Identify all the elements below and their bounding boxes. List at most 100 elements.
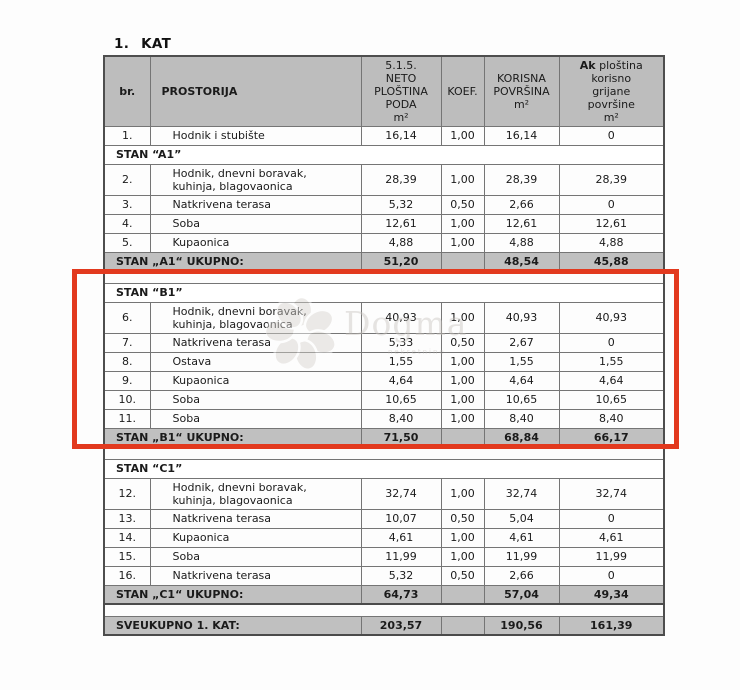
cell-prostorija: Ostava [149,351,362,372]
cell-neto: 10,07 [360,508,442,529]
cell-prostorija: Kupaonica [149,370,362,391]
cell-ak-total: 49,34 [558,584,665,605]
header-line: grijane [592,84,631,98]
header-line: POVRŠINA [493,84,550,98]
cell-neto: 4,64 [360,370,442,391]
cell-korisna-total: 57,04 [483,584,560,605]
cell-korisna: 16,14 [483,125,560,146]
cell-ak: 12,61 [558,213,665,234]
cell-koef: 1,00 [440,301,485,334]
cell-koef: 1,00 [440,546,485,567]
cell-prostorija: Natkrivena terasa [149,565,362,586]
room-name: Hodnik, dnevni boravak, kuhinja, blagova… [172,480,307,507]
room-name: Kupaonica [172,374,230,387]
cell-koef-empty [440,251,485,272]
cell-prostorija: Soba [149,213,362,234]
cell-br: 4. [103,213,151,234]
cell-koef-empty [440,584,485,605]
header-ak-plostina: Ak ploština korisno grijane površine m² [558,55,665,127]
spacer-cell [103,271,665,283]
table-row: 12. Hodnik, dnevni boravak, kuhinja, bla… [103,477,665,510]
cell-koef: 1,00 [440,527,485,548]
cell-br: 11. [103,408,151,429]
header-prostorija: PROSTORIJA [149,55,362,127]
cell-ak: 4,61 [558,527,665,548]
cell-koef: 1,00 [440,389,485,410]
room-name: Kupaonica [172,531,230,544]
cell-koef-empty [440,615,485,636]
table-row: 6. Hodnik, dnevni boravak, kuhinja, blag… [103,301,665,334]
cell-korisna: 12,61 [483,213,560,234]
cell-neto: 5,32 [360,565,442,586]
room-name: Soba [172,217,200,230]
cell-korisna: 1,55 [483,351,560,372]
cell-neto: 40,93 [360,301,442,334]
header-line: ploština [599,58,643,72]
header-line: 5.1.5. [385,58,417,72]
cell-br: 6. [103,301,151,334]
header-br: br. [103,55,151,127]
cell-korisna: 5,04 [483,508,560,529]
cell-prostorija: Soba [149,546,362,567]
cell-koef: 1,00 [440,477,485,510]
cell-korisna: 4,64 [483,370,560,391]
cell-br: 15. [103,546,151,567]
cell-neto: 5,32 [360,194,442,215]
cell-koef: 1,00 [440,125,485,146]
cell-br: 5. [103,232,151,253]
cell-neto: 4,61 [360,527,442,548]
cell-ak: 4,64 [558,370,665,391]
section-total-c1: STAN „C1“ UKUPNO: 64,73 57,04 49,34 [103,584,665,605]
room-name: Soba [172,393,200,406]
band-label: STAN “C1” [103,458,665,479]
cell-korisna: 2,67 [483,332,560,353]
table-row: 2. Hodnik, dnevni boravak, kuhinja, blag… [103,163,665,196]
cell-br: 3. [103,194,151,215]
cell-koef: 1,00 [440,232,485,253]
header-line: m² [393,110,409,124]
table-row: 11. Soba 8,40 1,00 8,40 8,40 [103,408,665,429]
cell-ak: 4,88 [558,232,665,253]
cell-korisna: 8,40 [483,408,560,429]
cell-prostorija: Natkrivena terasa [149,332,362,353]
cell-ak: 8,40 [558,408,665,429]
cell-neto: 10,65 [360,389,442,410]
cell-prostorija: Natkrivena terasa [149,508,362,529]
table-row: 3. Natkrivena terasa 5,32 0,50 2,66 0 [103,194,665,215]
cell-br: 10. [103,389,151,410]
cell-korisna: 4,61 [483,527,560,548]
header-line: PODA [385,97,417,111]
cell-korisna: 10,65 [483,389,560,410]
room-name: Kupaonica [172,236,230,249]
header-line: KORISNA [497,71,546,85]
header-line: PLOŠTINA [374,84,428,98]
cell-korisna: 4,88 [483,232,560,253]
cell-br: 8. [103,351,151,372]
total-label: STAN „A1“ UKUPNO: [103,251,362,272]
spacer-cell [103,447,665,459]
cell-br: 2. [103,163,151,196]
cell-br: 9. [103,370,151,391]
cell-korisna: 40,93 [483,301,560,334]
table-row: 4. Soba 12,61 1,00 12,61 12,61 [103,213,665,234]
cell-neto-total: 51,20 [360,251,442,272]
total-label: STAN „B1“ UKUPNO: [103,427,362,448]
cell-neto: 5,33 [360,332,442,353]
cell-korisna-total: 48,54 [483,251,560,272]
cell-neto: 11,99 [360,546,442,567]
grand-total-label: SVEUKUPNO 1. KAT: [103,615,362,636]
table-header-row: br. PROSTORIJA 5.1.5. NETO PLOŠTINA PODA… [103,55,665,127]
cell-ak: 0 [558,332,665,353]
cell-koef: 1,00 [440,408,485,429]
cell-koef: 0,50 [440,332,485,353]
cell-ak: 10,65 [558,389,665,410]
table-row: 13. Natkrivena terasa 10,07 0,50 5,04 0 [103,508,665,529]
room-name: Soba [172,412,200,425]
room-name: Hodnik i stubište [172,129,265,142]
cell-neto-total: 203,57 [360,615,442,636]
cell-ak-total: 45,88 [558,251,665,272]
cell-neto-total: 71,50 [360,427,442,448]
cell-korisna: 32,74 [483,477,560,510]
cell-br: 7. [103,332,151,353]
cell-prostorija: Soba [149,408,362,429]
